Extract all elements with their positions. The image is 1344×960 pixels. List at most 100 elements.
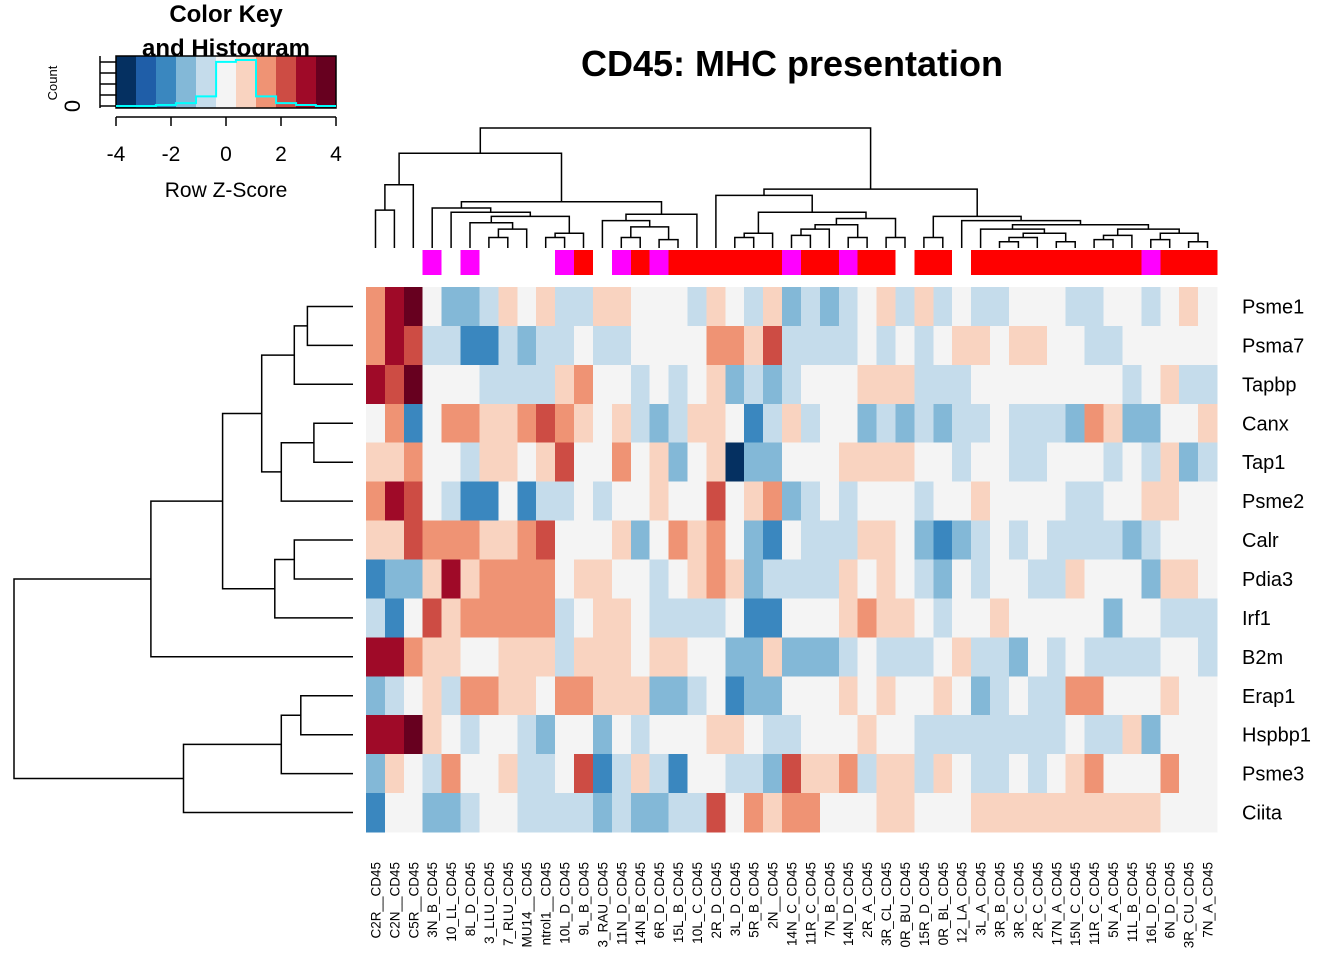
- color-key-swatch: [155, 56, 177, 108]
- column-label: 10L_D_CD45: [558, 862, 573, 944]
- column-label: 2N__CD45: [766, 862, 781, 929]
- heatmap-cell: [838, 598, 859, 638]
- heatmap-cell: [763, 325, 783, 366]
- heatmap-cell: [876, 793, 897, 833]
- column-label: 6N_D_CD45: [1163, 862, 1178, 939]
- heatmap-cell: [498, 637, 518, 677]
- heatmap-cell: [744, 598, 764, 638]
- heatmap-cell: [384, 793, 405, 833]
- heatmap-cell: [1179, 637, 1199, 677]
- heatmap-cell: [744, 637, 764, 677]
- heatmap-cell: [914, 793, 934, 833]
- heatmap-cell: [366, 287, 386, 327]
- heatmap-cell: [517, 325, 537, 366]
- heatmap-cell: [517, 793, 537, 833]
- row-dendrogram: [13, 305, 353, 814]
- heatmap-cell: [725, 598, 745, 638]
- heatmap-cell: [403, 715, 424, 755]
- heatmap-cell: [933, 287, 953, 327]
- heatmap-cell: [384, 715, 405, 755]
- heatmap-cell: [914, 403, 934, 444]
- column-group-color: [914, 250, 934, 275]
- heatmap-cell: [592, 325, 613, 366]
- column-label: 15N_C_CD45: [1068, 862, 1083, 946]
- heatmap-cell: [763, 793, 783, 833]
- row-dendrogram-branch: [280, 714, 353, 775]
- column-dendrogram-branch: [743, 232, 774, 248]
- heatmap-cell: [649, 598, 670, 638]
- heatmap-cell: [611, 403, 632, 444]
- heatmap-cell: [1084, 637, 1105, 677]
- column-group-color: [384, 250, 405, 275]
- heatmap-cell: [498, 325, 518, 366]
- column-label: C2N__CD45: [387, 862, 402, 939]
- heatmap-cell: [422, 403, 443, 444]
- heatmap-cell: [687, 287, 707, 327]
- heatmap-cell: [1122, 481, 1142, 522]
- heatmap-cell: [479, 598, 499, 638]
- column-dendrogram-branch: [715, 194, 813, 248]
- heatmap-cell: [1103, 676, 1124, 716]
- heatmap-cell: [592, 715, 613, 755]
- heatmap-cell: [1008, 793, 1029, 833]
- heatmap-cell: [1046, 754, 1067, 794]
- heatmap-cell: [1065, 325, 1086, 366]
- heatmap-cell: [838, 325, 859, 366]
- heatmap-cell: [479, 520, 499, 561]
- heatmap-cell: [838, 676, 859, 716]
- heatmap-cell: [819, 364, 840, 405]
- heatmap-cell: [460, 598, 481, 638]
- heatmap-cell: [782, 481, 802, 522]
- heatmap-cell: [460, 793, 481, 833]
- heatmap-cell: [725, 287, 745, 327]
- column-label: 8L_D_CD45: [463, 862, 478, 936]
- row-label: Canx: [1242, 413, 1289, 435]
- heatmap-cell: [460, 559, 481, 600]
- column-dendrogram-branch: [1008, 236, 1039, 248]
- heatmap-cell: [460, 715, 481, 755]
- column-label: 2R_C_CD45: [1030, 862, 1045, 939]
- row-label: Psme2: [1242, 491, 1304, 513]
- heatmap-cell: [725, 481, 745, 522]
- heatmap-cell: [611, 637, 632, 677]
- color-key-swatch: [175, 56, 197, 108]
- heatmap-cell: [952, 287, 972, 327]
- column-dendrogram-branch: [800, 228, 831, 248]
- heatmap-cell: [706, 287, 726, 327]
- heatmap-cell: [857, 559, 878, 600]
- heatmap-cell: [574, 793, 594, 833]
- heatmap-cell: [838, 637, 859, 677]
- heatmap-cell: [971, 637, 991, 677]
- heatmap-cell: [422, 637, 443, 677]
- heatmap-cell: [876, 403, 897, 444]
- heatmap-cell: [725, 715, 745, 755]
- heatmap-cell: [422, 793, 443, 833]
- heatmap-cell: [630, 325, 651, 366]
- column-label: 6R_D_CD45: [652, 862, 667, 939]
- heatmap-cell: [611, 364, 632, 405]
- heatmap-cell: [384, 637, 405, 677]
- column-label: 17N_A_CD45: [1049, 862, 1064, 945]
- heatmap-cell: [1198, 287, 1218, 327]
- column-dendrogram-branch: [1150, 238, 1171, 248]
- heatmap-cell: [1027, 715, 1048, 755]
- heatmap-cell: [422, 287, 443, 327]
- heatmap-cell: [1008, 715, 1029, 755]
- heatmap-cell: [1103, 403, 1124, 444]
- heatmap-cell: [366, 364, 386, 405]
- heatmap-cell: [1141, 364, 1161, 405]
- heatmap-cell: [555, 364, 575, 405]
- heatmap-cell: [366, 403, 386, 444]
- heatmap-cell: [1103, 520, 1124, 561]
- heatmap-cell: [1141, 403, 1161, 444]
- heatmap-cell: [933, 403, 953, 444]
- heatmap-cell: [1198, 598, 1218, 638]
- heatmap-cell: [800, 715, 821, 755]
- column-group-color: [838, 250, 859, 275]
- heatmap-cell: [384, 559, 405, 600]
- heatmap-cell: [971, 520, 991, 561]
- column-group-color: [725, 250, 745, 275]
- heatmap-cell: [763, 676, 783, 716]
- column-dendrogram-branch: [847, 236, 868, 248]
